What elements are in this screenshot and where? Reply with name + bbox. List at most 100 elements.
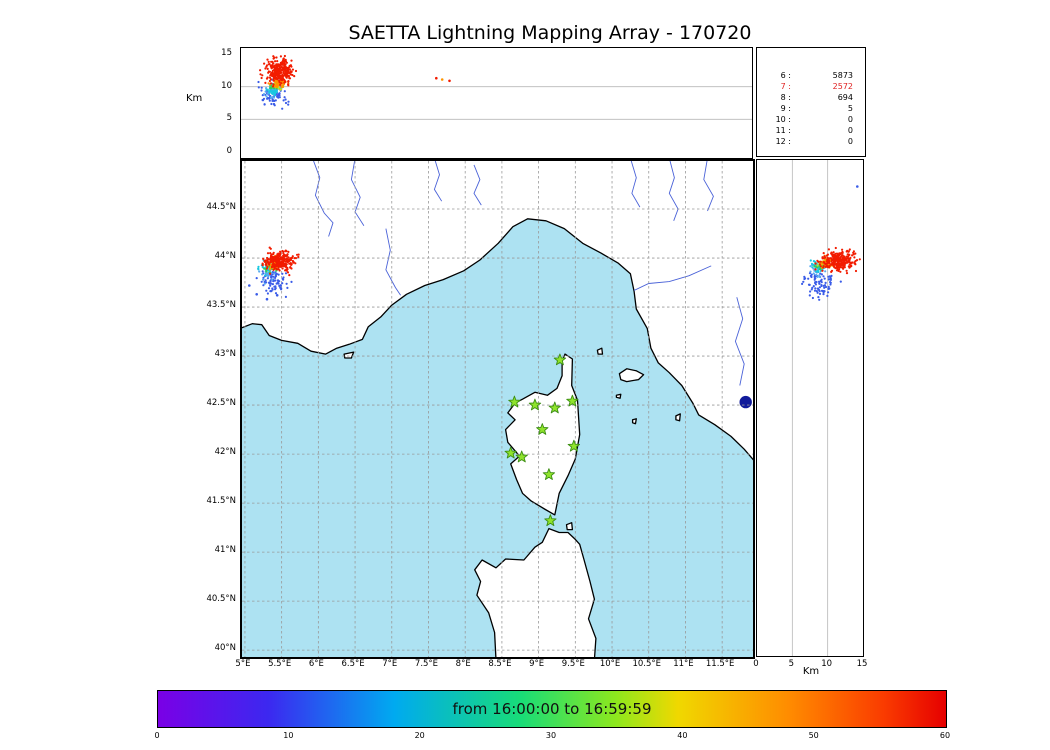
lightning-point [274, 292, 278, 295]
lightning-point [277, 273, 280, 276]
river [350, 161, 365, 226]
lightning-point [268, 97, 271, 100]
lightning-point [281, 249, 284, 253]
lightning-point [287, 80, 290, 83]
lightning-point [278, 254, 281, 257]
lightning-point [280, 287, 283, 290]
lightning-point [813, 289, 817, 292]
station-id: 8 : [780, 93, 791, 102]
lightning-point [272, 268, 275, 271]
lightning-point [275, 256, 278, 259]
lightning-point [811, 296, 814, 300]
station-count-panel: 6 : 5873 7 : 2572 8 : 694 9 : 5 10 : 0 11 : 0 12 : 0 [756, 47, 866, 157]
lightning-point [834, 246, 837, 250]
lightning-point [814, 287, 817, 290]
lma-station-star [515, 450, 528, 463]
lightning-point [823, 277, 826, 280]
lightning-point [292, 261, 295, 264]
colorbar-tick-label: 60 [939, 731, 951, 740]
colorbar-tick-label: 10 [283, 731, 294, 740]
lon-tick-label: 9°E [529, 659, 545, 669]
lightning-point [266, 259, 269, 262]
lightning-point [284, 65, 287, 68]
lightning-point [818, 263, 821, 266]
river [313, 161, 334, 237]
alt-tick-label: 10 [221, 80, 232, 91]
lightning-point [281, 282, 284, 285]
lightning-point [842, 258, 845, 261]
lightning-point [839, 262, 842, 265]
lightning-point [272, 265, 275, 268]
lightning-point [266, 252, 270, 255]
lightning-point [815, 273, 818, 276]
lightning-point [272, 77, 275, 80]
lightning-point [281, 77, 284, 80]
alt-tick-label: 5 [788, 659, 795, 669]
lightning-point [829, 281, 832, 284]
lightning-point [257, 80, 260, 84]
alt-tick-label: 0 [753, 659, 759, 669]
lightning-point [272, 83, 275, 86]
lightning-point [841, 248, 844, 251]
lightning-point [272, 275, 275, 278]
lightning-point [268, 63, 271, 66]
lightning-point [834, 259, 837, 262]
lightning-point [809, 259, 812, 262]
lightning-point [269, 282, 273, 285]
alt-tick-label: 15 [856, 659, 868, 669]
source-count: 694 [837, 93, 853, 102]
colorbar-tick-label: 0 [154, 731, 160, 740]
lightning-point [261, 74, 264, 77]
lightning-point [827, 291, 830, 294]
lightning-point [814, 277, 817, 280]
lightning-point [274, 264, 277, 268]
lightning-point [852, 250, 855, 253]
lightning-point [284, 295, 287, 298]
lightning-point [277, 252, 280, 255]
lightning-point [819, 260, 822, 263]
lightning-point [288, 77, 291, 80]
lightning-point [280, 262, 283, 265]
lightning-point [280, 65, 283, 69]
lightning-point [827, 285, 830, 288]
lightning-point [846, 261, 849, 264]
lightning-point [817, 296, 820, 299]
lightning-point [283, 54, 286, 58]
lat-tick-label: 43.5°N [206, 300, 236, 311]
lightning-point [847, 250, 850, 253]
lightning-point [281, 267, 284, 270]
lightning-point [269, 267, 272, 270]
lightning-point [273, 68, 276, 72]
lightning-point [267, 275, 270, 278]
lightning-point [818, 298, 821, 301]
lightning-point [809, 270, 812, 273]
lightning-point [270, 90, 273, 93]
lightning-point [829, 283, 832, 286]
lightning-point [812, 285, 815, 288]
lightning-point [275, 68, 278, 71]
lightning-point [835, 256, 838, 259]
lightning-point [279, 250, 282, 253]
lightning-point [830, 270, 833, 273]
lightning-point [808, 294, 811, 297]
lightning-point [818, 292, 822, 295]
lightning-point [285, 269, 288, 272]
lightning-point [840, 255, 843, 258]
river [473, 164, 482, 206]
lightning-point [279, 284, 282, 287]
lightning-point [281, 85, 284, 89]
lightning-point [264, 259, 267, 262]
lightning-point [274, 99, 277, 102]
lightning-point [269, 260, 272, 263]
lightning-point [279, 55, 282, 58]
lightning-point [835, 265, 838, 268]
lightning-point [822, 261, 825, 264]
lightning-point [814, 281, 817, 284]
lightning-point [284, 70, 287, 73]
lightning-point [435, 76, 438, 80]
lightning-point [280, 79, 284, 82]
altitude-latitude-panel [756, 159, 864, 657]
lightning-point [262, 278, 265, 281]
lightning-cluster [801, 268, 842, 301]
lightning-point [289, 258, 292, 262]
